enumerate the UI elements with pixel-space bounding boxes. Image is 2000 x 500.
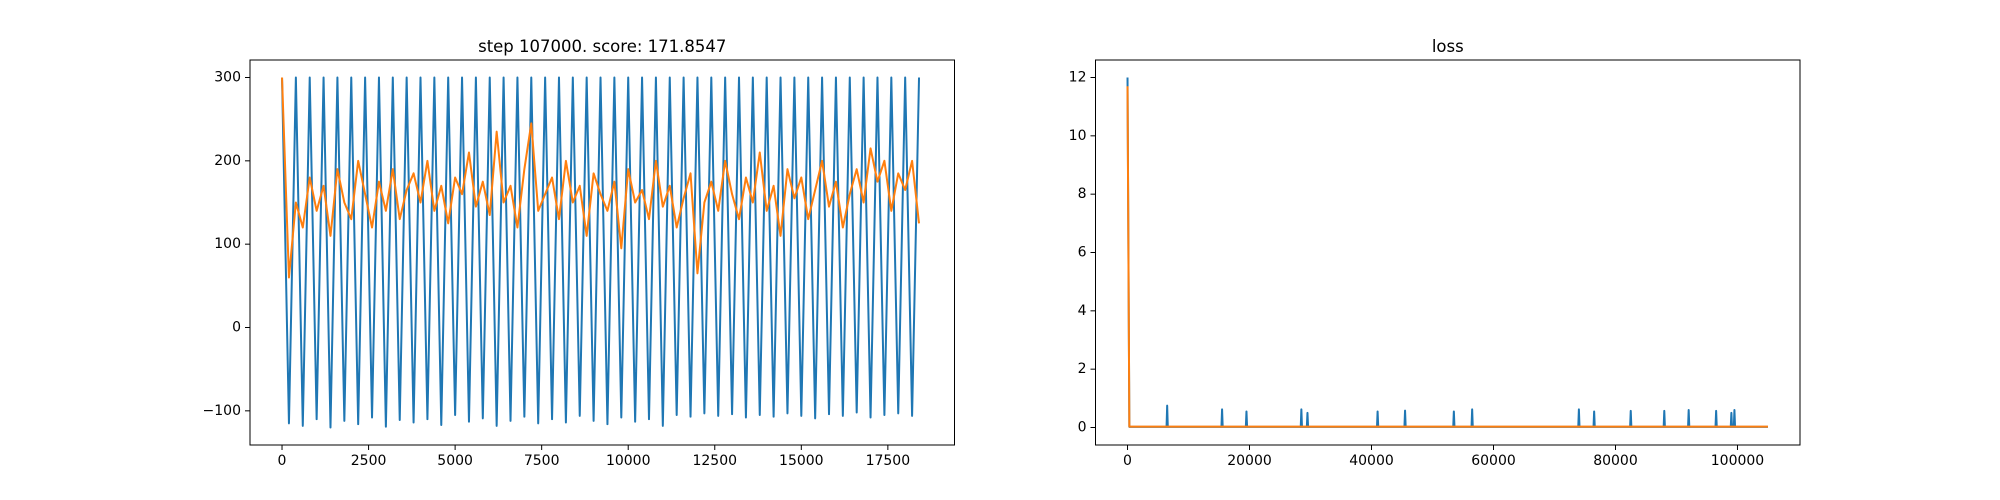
y-tick-label: 200: [214, 153, 241, 169]
x-tick-label: 60000: [1471, 453, 1516, 469]
y-tick-label: −100: [203, 403, 241, 419]
y-tick-label: 100: [214, 236, 241, 252]
series-line: [281, 76, 921, 429]
x-tick-label: 12500: [692, 453, 737, 469]
x-tick-label: 7500: [524, 453, 560, 469]
series-line: [1126, 77, 1768, 428]
y-tick-label: 6: [1078, 245, 1087, 261]
x-tick-label: 15000: [779, 453, 824, 469]
x-tick-label: 17500: [866, 453, 911, 469]
series-line: [1126, 86, 1768, 428]
x-tick-label: 2500: [351, 453, 387, 469]
axes-frame: [249, 59, 955, 446]
x-tick-label: 100000: [1711, 453, 1764, 469]
y-tick-label: 4: [1078, 303, 1087, 319]
y-tick-label: 2: [1078, 361, 1087, 377]
y-tick-label: 0: [1078, 420, 1087, 436]
x-tick-label: 0: [278, 453, 287, 469]
chart-title: step 107000. score: 171.8547: [478, 37, 726, 56]
y-tick-label: 300: [214, 70, 241, 86]
y-tick-label: 0: [232, 320, 241, 336]
x-tick-label: 5000: [437, 453, 473, 469]
chart-title: loss: [1432, 37, 1464, 56]
x-tick-label: 0: [1123, 453, 1132, 469]
y-tick-label: 10: [1069, 128, 1087, 144]
y-tick-label: 8: [1078, 186, 1087, 202]
y-tick-label: 12: [1069, 70, 1087, 86]
x-tick-label: 20000: [1227, 453, 1272, 469]
x-tick-label: 10000: [606, 453, 651, 469]
x-tick-label: 80000: [1593, 453, 1638, 469]
x-tick-label: 40000: [1349, 453, 1394, 469]
series-line: [281, 77, 921, 279]
